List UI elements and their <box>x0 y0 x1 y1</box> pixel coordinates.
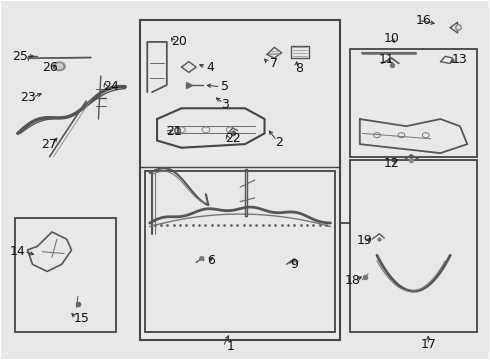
Text: 16: 16 <box>416 14 431 27</box>
Text: 25: 25 <box>12 50 28 63</box>
Text: 26: 26 <box>42 60 57 73</box>
Text: 18: 18 <box>344 274 361 287</box>
Text: 11: 11 <box>379 53 394 66</box>
FancyBboxPatch shape <box>140 21 340 339</box>
Text: 17: 17 <box>420 338 436 351</box>
Text: 19: 19 <box>357 234 372 247</box>
Text: 8: 8 <box>295 62 303 75</box>
Text: 7: 7 <box>270 57 278 70</box>
Text: 12: 12 <box>384 157 399 170</box>
Text: 15: 15 <box>74 311 89 325</box>
Text: 27: 27 <box>42 138 57 150</box>
Text: 9: 9 <box>290 258 298 271</box>
FancyBboxPatch shape <box>15 218 116 332</box>
FancyBboxPatch shape <box>350 160 477 332</box>
Text: 20: 20 <box>171 35 187 49</box>
Text: 4: 4 <box>207 60 215 73</box>
FancyBboxPatch shape <box>350 49 477 157</box>
Text: 21: 21 <box>166 125 182 138</box>
Text: 6: 6 <box>207 254 215 267</box>
Text: 3: 3 <box>221 98 229 111</box>
Circle shape <box>53 62 65 71</box>
FancyBboxPatch shape <box>145 171 335 332</box>
Text: 22: 22 <box>225 132 241 145</box>
Text: 10: 10 <box>384 32 399 45</box>
Text: 5: 5 <box>221 80 229 93</box>
Circle shape <box>56 64 63 69</box>
Text: 24: 24 <box>103 80 119 93</box>
Text: 14: 14 <box>10 245 25 258</box>
Text: 23: 23 <box>20 91 35 104</box>
Text: 1: 1 <box>226 340 234 353</box>
Text: 13: 13 <box>452 53 468 66</box>
Text: 2: 2 <box>275 136 283 149</box>
